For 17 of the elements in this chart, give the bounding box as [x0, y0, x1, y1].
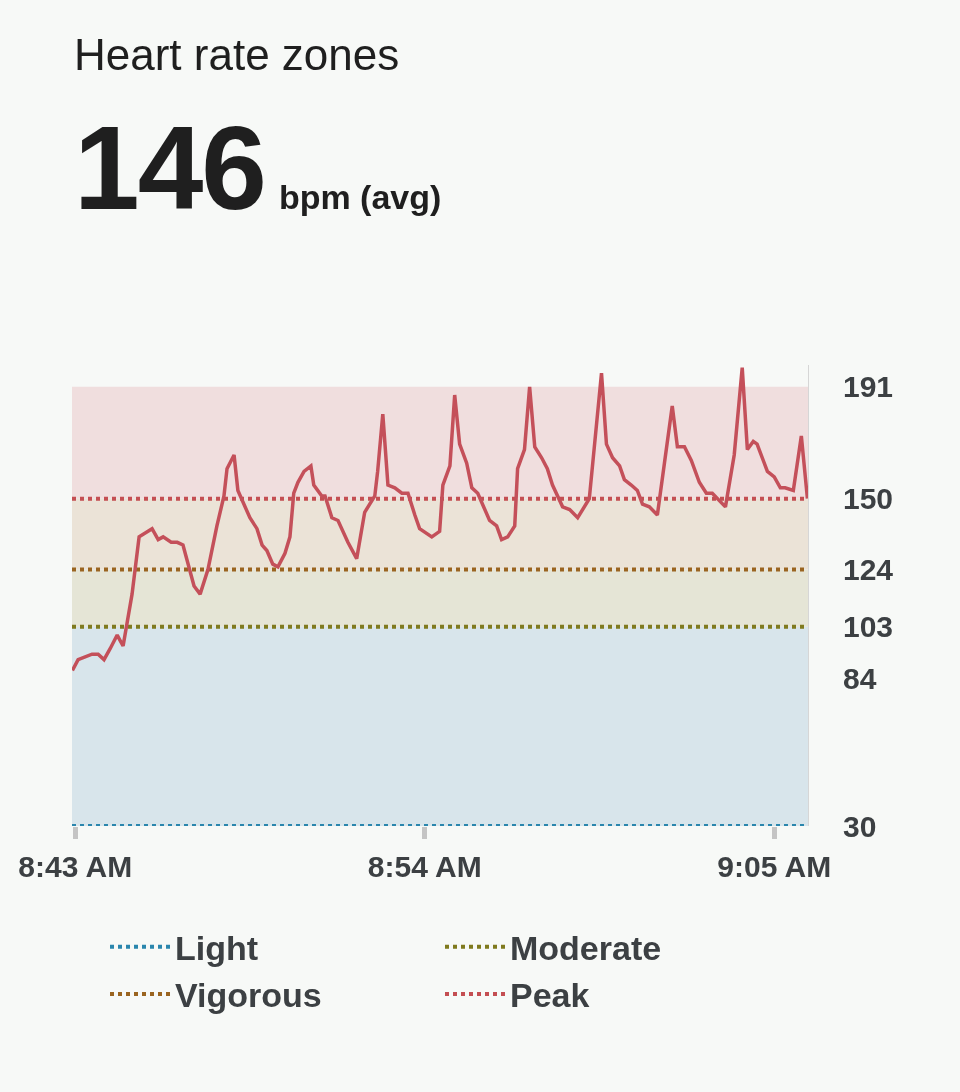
- chart-title: Heart rate zones: [74, 30, 400, 80]
- legend-label: Light: [175, 929, 259, 968]
- y-tick-label: 150: [843, 482, 894, 516]
- y-tick-label: 84: [843, 662, 877, 696]
- x-tick-label: 9:05 AM: [717, 850, 832, 883]
- y-tick-label: 191: [843, 370, 894, 404]
- y-tick-label: 30: [843, 809, 877, 843]
- legend-label: Moderate: [510, 929, 662, 968]
- x-tick-label: 8:54 AM: [367, 850, 482, 883]
- legend-label: Peak: [510, 976, 590, 1015]
- legend-label: Vigorous: [175, 976, 322, 1015]
- chart-subtitle: 146: [74, 102, 265, 234]
- text: bpm (avg): [278, 178, 442, 216]
- y-tick-label: 124: [843, 553, 894, 587]
- x-tick-label: 8:43 AM: [18, 850, 133, 883]
- line-series: [72, 365, 808, 673]
- y-tick-label: 103: [843, 610, 894, 644]
